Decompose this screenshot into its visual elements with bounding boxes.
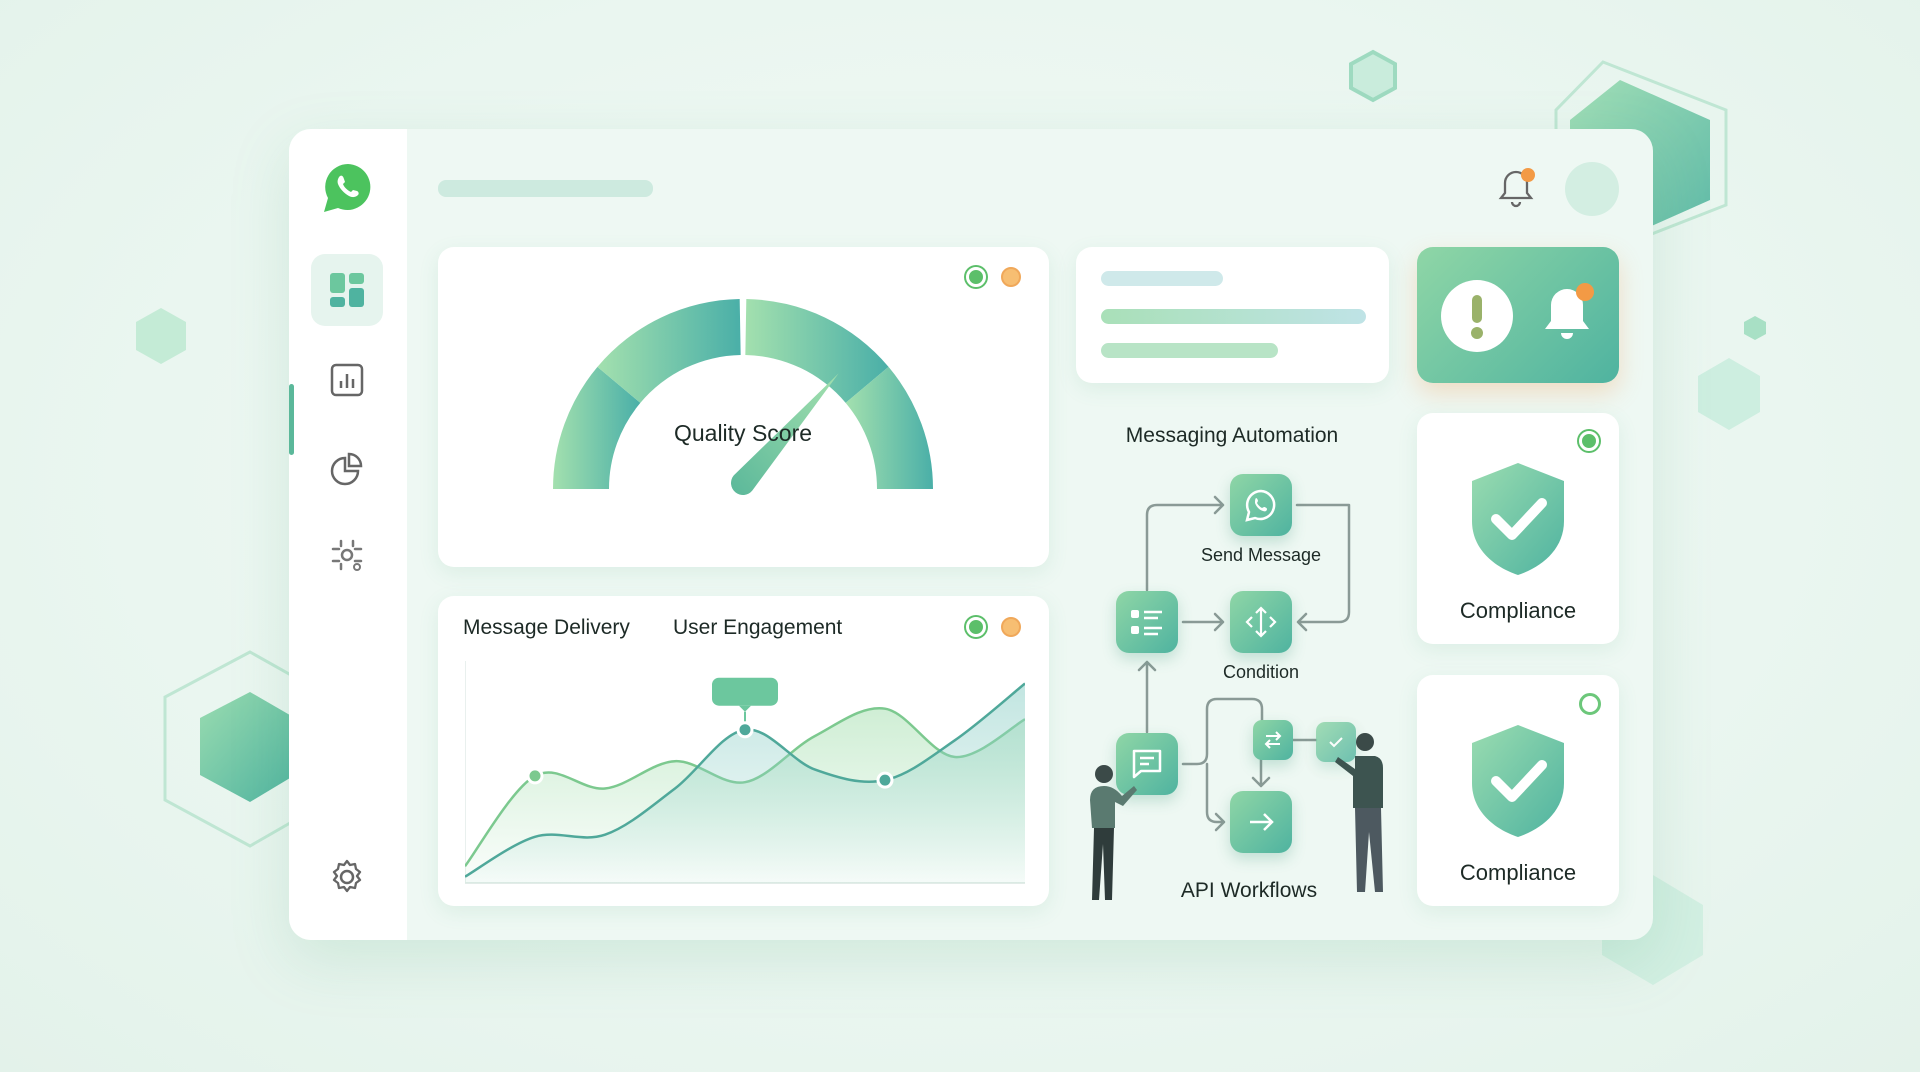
gauge-needle	[731, 373, 839, 495]
flow-node-list[interactable]	[1116, 591, 1178, 653]
sidebar-item-dashboard[interactable]	[311, 254, 383, 326]
bell-alert-icon	[1545, 283, 1594, 339]
arrow-right-icon	[1250, 813, 1274, 831]
chart-tooltip	[712, 677, 778, 706]
shield-check-icon	[1472, 725, 1564, 837]
bell-icon	[1498, 168, 1535, 208]
quality-score-card: Quality Score	[438, 247, 1049, 567]
shield-check-icon	[1472, 463, 1564, 575]
compliance-card[interactable]: Compliance	[1417, 413, 1619, 644]
text-placeholder	[1101, 343, 1278, 358]
settings-gear-icon	[332, 859, 362, 893]
condition-label: Condition	[1222, 662, 1300, 682]
flow-node-next[interactable]	[1230, 791, 1292, 853]
compliance-label: Compliance	[1459, 598, 1577, 623]
summary-card	[1076, 247, 1389, 383]
pie-chart-icon	[330, 452, 363, 486]
compliance-card[interactable]: Compliance	[1417, 675, 1619, 906]
sidebar-item-reports[interactable]	[311, 432, 383, 504]
text-placeholder	[1101, 271, 1223, 286]
legend-user-engagement: User Engagement	[673, 616, 843, 639]
status-dot-green	[966, 267, 986, 287]
active-indicator	[289, 384, 294, 455]
person-illustration-left	[1090, 765, 1137, 900]
status-dot-orange	[1001, 267, 1021, 287]
chat-bubble-icon	[1132, 749, 1162, 779]
automation-title: Messaging Automation	[1125, 424, 1339, 447]
status-dot-green	[966, 617, 986, 637]
user-avatar[interactable]	[1565, 162, 1619, 216]
engagement-chart-card: Message Delivery User Engagement	[438, 596, 1049, 906]
sidebar-item-analytics[interactable]	[311, 344, 383, 416]
gauge-segment	[745, 299, 889, 403]
whatsapp-logo-icon	[324, 164, 371, 212]
status-dot-active	[1579, 431, 1599, 451]
sidebar-item-automation[interactable]	[311, 519, 383, 591]
flow-node-approve[interactable]	[1316, 722, 1356, 762]
quality-score-title: Quality Score	[673, 420, 813, 446]
gauge-segment	[597, 299, 741, 403]
dashboard-icon	[330, 273, 364, 307]
list-icon	[1131, 610, 1162, 636]
whatsapp-icon	[1245, 489, 1276, 522]
automation-settings-icon	[331, 539, 363, 571]
data-point-marker	[876, 771, 894, 789]
series-area-2	[465, 683, 1025, 883]
engagement-chart	[465, 661, 1025, 884]
notifications-button[interactable]	[1496, 166, 1536, 210]
flow-node-chat[interactable]	[1116, 733, 1178, 795]
settings-button[interactable]	[311, 841, 383, 913]
flow-node-sync[interactable]	[1253, 720, 1293, 760]
bar-chart-icon	[330, 363, 364, 397]
flow-node-send-message[interactable]	[1230, 474, 1292, 536]
flow-node-condition[interactable]	[1230, 591, 1292, 653]
quality-gauge	[553, 299, 933, 495]
warning-icon	[1441, 280, 1513, 352]
person-illustration-right	[1335, 733, 1383, 892]
gauge-segment	[553, 366, 641, 489]
legend-message-delivery: Message Delivery	[463, 616, 630, 639]
status-dot-inactive	[1579, 693, 1601, 715]
check-icon	[1329, 737, 1343, 748]
page-title-placeholder	[438, 180, 653, 197]
alert-card[interactable]	[1417, 247, 1619, 383]
text-placeholder	[1101, 309, 1366, 324]
data-point-marker	[526, 767, 544, 785]
swap-arrows-icon	[1264, 731, 1282, 749]
condition-split-icon	[1245, 606, 1277, 638]
notification-badge	[1521, 168, 1535, 182]
api-workflows-label: API Workflows	[1180, 879, 1318, 902]
gauge-segment	[845, 366, 933, 489]
status-dot-orange	[1001, 617, 1021, 637]
compliance-label: Compliance	[1459, 860, 1577, 885]
data-point-marker	[736, 721, 754, 739]
send-message-label: Send Message	[1200, 545, 1322, 565]
